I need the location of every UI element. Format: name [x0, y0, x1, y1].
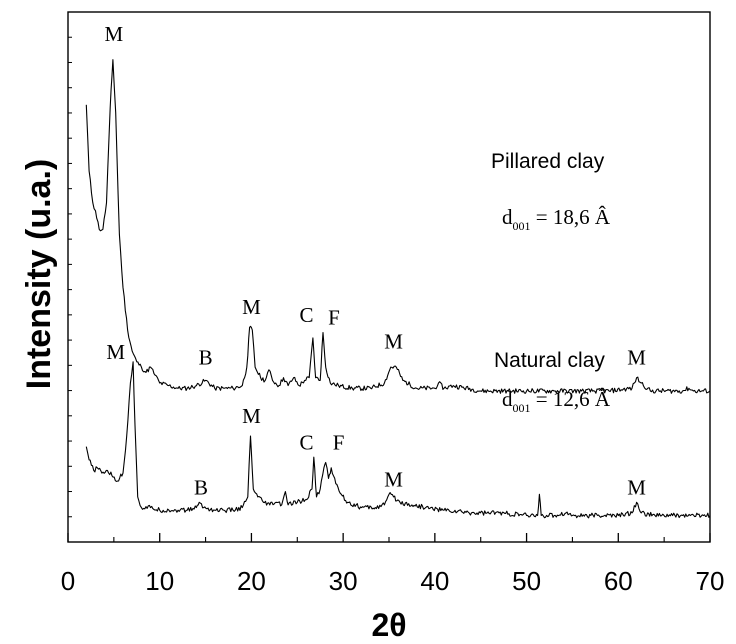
x-tick-label: 40: [420, 566, 449, 596]
series-line-natural: [85, 361, 711, 519]
series-layer: [85, 59, 711, 519]
series-line-pillared: [85, 59, 711, 394]
peak-label: M: [627, 345, 646, 369]
series-label-natural: Natural clay: [494, 349, 605, 372]
x-tick-label: 20: [237, 566, 266, 596]
peak-label: C: [299, 430, 313, 454]
peak-label: C: [299, 303, 313, 327]
peak-label: M: [106, 340, 125, 364]
peak-label: M: [105, 22, 124, 46]
peak-label: F: [328, 306, 340, 330]
peak-label: M: [384, 330, 403, 354]
peak-label: F: [333, 430, 345, 454]
peak-label: B: [199, 345, 213, 369]
peak-label: M: [627, 475, 646, 499]
x-axis-label: 2θ: [371, 607, 406, 643]
peak-label: B: [194, 475, 208, 499]
spacing-label-pillared: d001 = 18,6 Â: [502, 205, 611, 233]
spacing-label-natural: d001 = 12,6 Â: [502, 387, 611, 415]
ticks-layer: 0 10 20 30 40 50 60 70: [61, 36, 725, 596]
plot-frame: [67, 11, 711, 543]
series-label-pillared: Pillared clay: [491, 150, 605, 173]
y-axis-label: Intensity (u.a.): [20, 159, 58, 389]
x-tick-label: 50: [512, 566, 541, 596]
x-tick-label: 0: [61, 566, 75, 596]
x-tick-label: 70: [696, 566, 725, 596]
x-tick-label: 10: [145, 566, 174, 596]
peak-label: M: [242, 404, 261, 428]
x-tick-label: 60: [604, 566, 633, 596]
x-tick-label: 30: [329, 566, 358, 596]
peak-label: M: [242, 295, 261, 319]
peak-label: M: [384, 467, 403, 491]
